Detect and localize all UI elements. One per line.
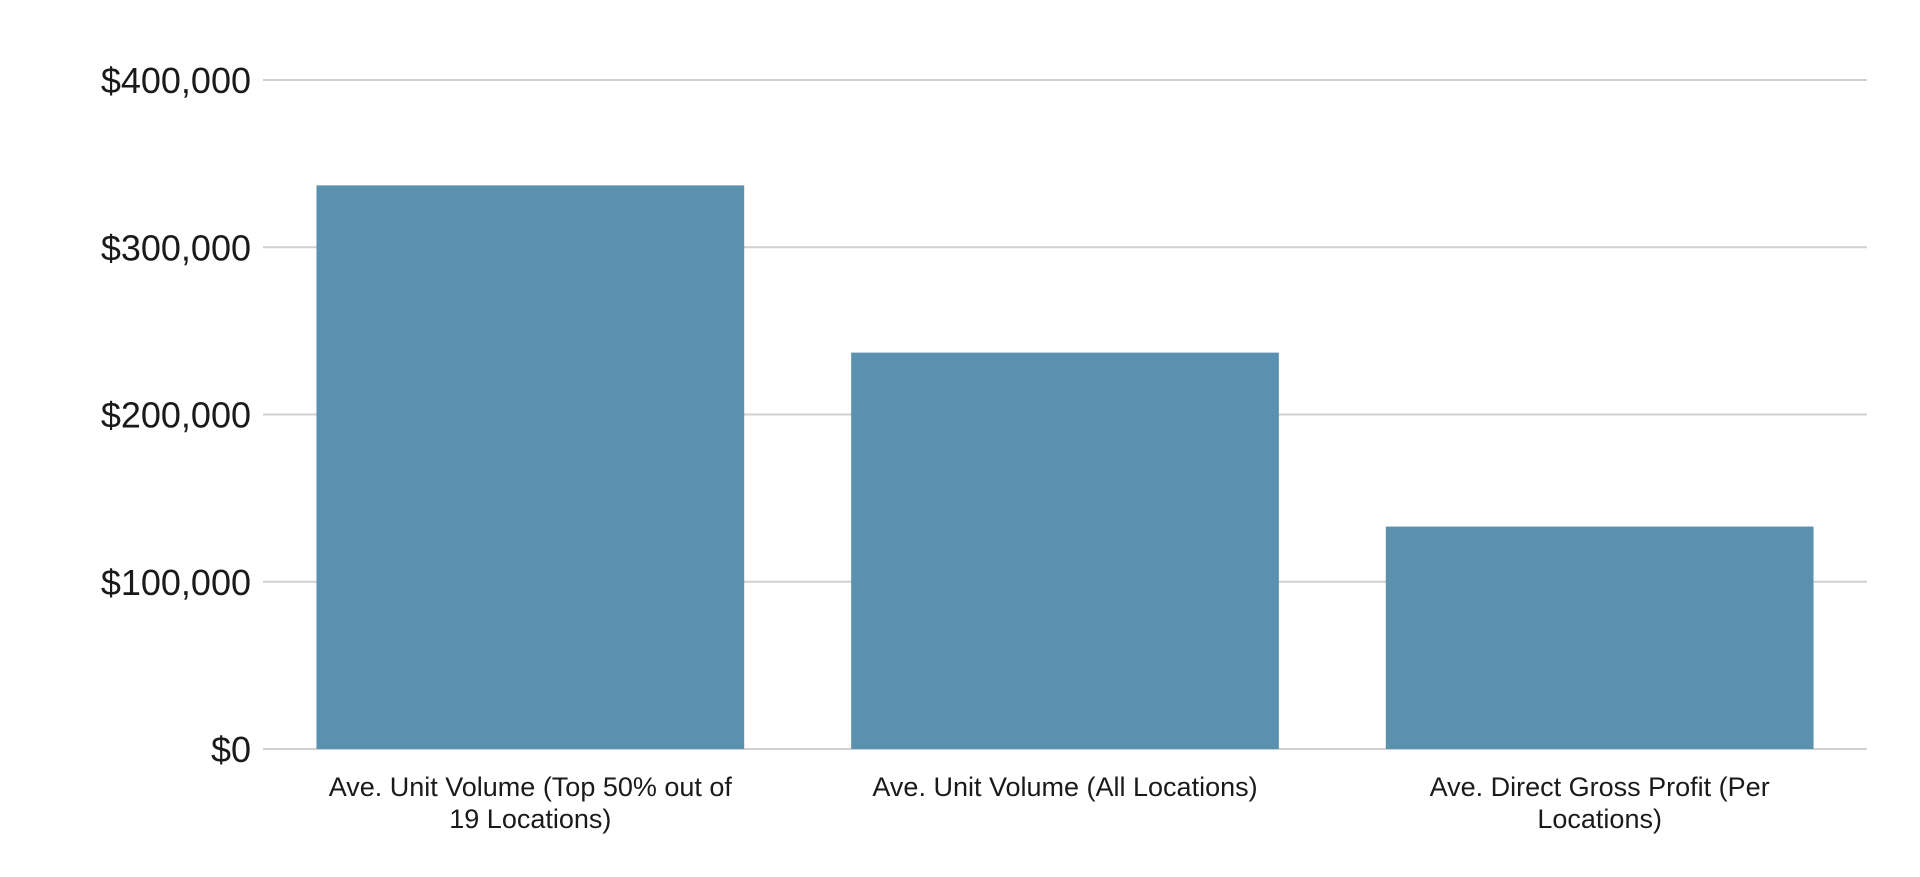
bar	[316, 185, 745, 749]
y-tick-label: $200,000	[101, 395, 251, 436]
y-axis-tick-labels: $0 $100,000 $200,000 $300,000 $400,000	[101, 60, 251, 770]
y-tick-label: $300,000	[101, 227, 251, 268]
x-tick-label-line: Ave. Unit Volume (Top 50% out of	[329, 772, 733, 802]
bars	[316, 185, 1814, 749]
x-tick-label-line: Locations)	[1537, 804, 1662, 834]
bar	[1385, 526, 1814, 749]
x-tick-label: Ave. Direct Gross Profit (Per Locations)	[1430, 772, 1770, 834]
y-tick-label: $100,000	[101, 562, 251, 603]
x-tick-label-line: 19 Locations)	[449, 804, 611, 834]
x-tick-label: Ave. Unit Volume (All Locations)	[872, 772, 1257, 802]
bar	[851, 352, 1279, 749]
x-axis-tick-labels: Ave. Unit Volume (Top 50% out of 19 Locat…	[329, 772, 1770, 834]
x-tick-label-line: Ave. Unit Volume (All Locations)	[872, 772, 1257, 802]
x-tick-label: Ave. Unit Volume (Top 50% out of 19 Locat…	[329, 772, 733, 834]
x-tick-label-line: Ave. Direct Gross Profit (Per	[1430, 772, 1770, 802]
y-tick-label: $0	[211, 729, 251, 770]
y-tick-label: $400,000	[101, 60, 251, 101]
